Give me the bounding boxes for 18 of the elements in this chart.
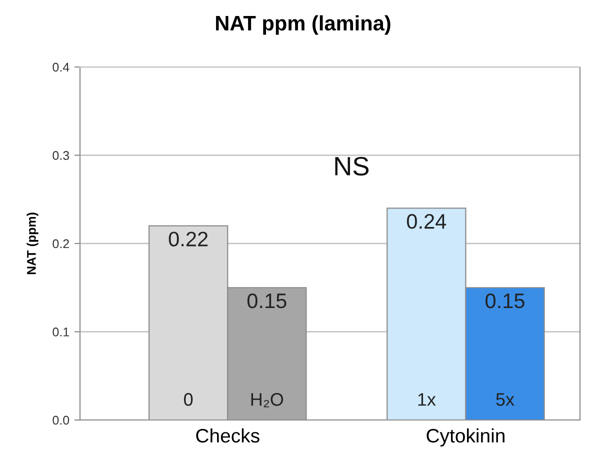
annotation: NS	[335, 156, 369, 176]
data-label: 0.24	[406, 214, 446, 229]
y-tick-label: 0.2	[52, 239, 69, 248]
data-label: 0.22	[168, 232, 208, 246]
y-axis-title: NAT (ppm)	[26, 212, 38, 274]
annotation: 5x	[496, 393, 514, 406]
y-tick-label: 0.1	[52, 328, 69, 336]
annotation: 0	[184, 393, 193, 406]
y-tick-label: 0.4	[52, 62, 70, 72]
chart-title: NAT ppm (lamina)	[216, 15, 390, 35]
x-tick-label: Cytokinin	[426, 428, 504, 446]
data-label: 0.15	[486, 293, 524, 308]
annotation: 1x	[418, 393, 436, 406]
y-tick-label: 0.0	[52, 416, 70, 425]
y-tick-label: 0.3	[52, 151, 70, 160]
annotation: H₂O	[251, 393, 284, 408]
x-tick-label: Checks	[196, 428, 260, 443]
data-label: 0.15	[247, 293, 286, 308]
